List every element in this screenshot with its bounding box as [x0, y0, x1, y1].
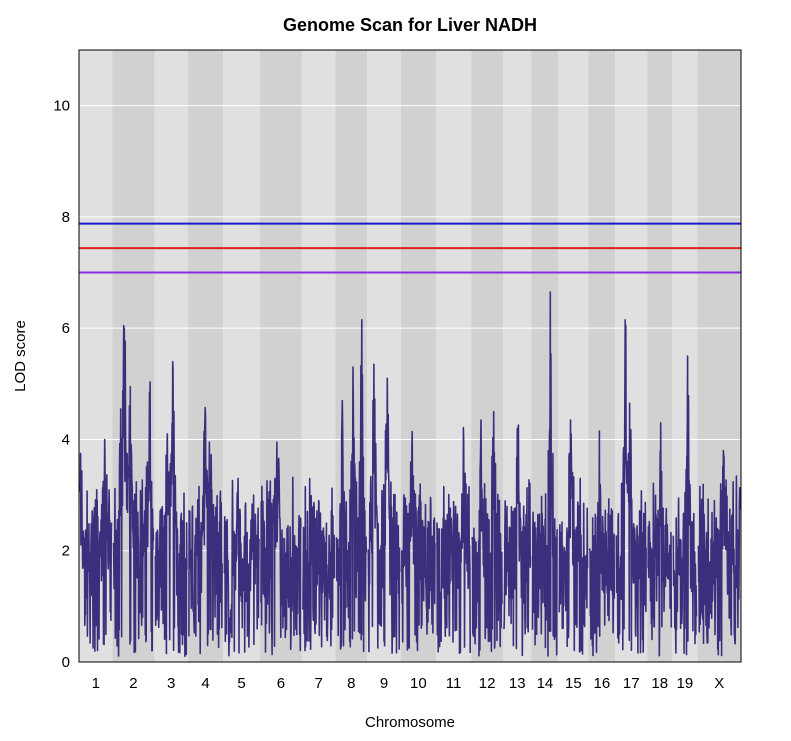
x-tick-label-3: 3 — [167, 675, 175, 692]
chart-title: Genome Scan for Liver NADH — [283, 15, 537, 35]
lod-curve-chr-4 — [188, 406, 223, 655]
x-tick-label-1: 1 — [92, 675, 100, 692]
x-tick-label-12: 12 — [479, 675, 496, 692]
x-tick-label-5: 5 — [237, 675, 245, 692]
y-tick-label: 4 — [62, 431, 70, 448]
lod-curve-chr-X — [697, 449, 741, 657]
lod-curve-chr-10 — [401, 430, 436, 652]
lod-curve-chr-7 — [302, 477, 336, 652]
x-tick-label-18: 18 — [651, 675, 668, 692]
lod-curve-chr-3 — [154, 360, 188, 658]
x-tick-label-8: 8 — [347, 675, 355, 692]
x-tick-label-7: 7 — [314, 675, 322, 692]
x-tick-label-10: 10 — [410, 675, 427, 692]
x-tick-label-16: 16 — [594, 675, 611, 692]
lod-curve-chr-6 — [260, 441, 302, 656]
y-axis-ticks: 0 2 4 6 8 10 — [53, 98, 70, 671]
lod-curve-chr-19 — [672, 355, 698, 656]
lod-curve-chr-8 — [335, 318, 368, 653]
x-tick-label-11: 11 — [446, 675, 462, 692]
x-tick-label-6: 6 — [277, 675, 285, 692]
x-tick-label-2: 2 — [129, 675, 137, 692]
x-tick-label-19: 19 — [677, 675, 694, 692]
lod-curve-group — [79, 291, 741, 658]
y-axis-label: LOD score — [12, 320, 29, 392]
threshold-lines — [79, 222, 741, 274]
y-tick-label: 8 — [62, 209, 70, 226]
lod-curve-chr-11 — [436, 426, 472, 655]
y-tick-label: 6 — [62, 320, 70, 337]
x-axis-ticks: 1 2 3 4 5 6 7 8 9 10 11 12 13 14 15 16 17 18 19 X — [92, 675, 725, 692]
lod-curve-chr-5 — [223, 477, 260, 657]
lod-curve-chr-2 — [112, 324, 155, 657]
x-tick-label-X: X — [714, 675, 724, 692]
y-tick-label: 0 — [62, 654, 70, 671]
lod-curve-chr-9 — [367, 363, 401, 654]
x-tick-label-17: 17 — [623, 675, 640, 692]
y-tick-label: 10 — [53, 98, 70, 115]
plot-frame — [78, 49, 742, 663]
lod-curve-chr-15 — [558, 419, 589, 655]
lod-curve-chr-18 — [647, 421, 673, 657]
x-tick-label-14: 14 — [537, 675, 554, 692]
x-tick-label-4: 4 — [201, 675, 209, 692]
lod-curve-chr-14 — [531, 291, 559, 657]
x-tick-label-9: 9 — [380, 675, 388, 692]
y-tick-label: 2 — [62, 543, 70, 560]
lod-curve-chr-12 — [471, 410, 503, 657]
x-axis-label: Chromosome — [365, 714, 455, 731]
lod-curve-chr-13 — [503, 424, 532, 657]
lod-curve-chr-17 — [615, 318, 647, 654]
x-tick-label-15: 15 — [565, 675, 582, 692]
x-tick-label-13: 13 — [509, 675, 526, 692]
lod-curve-chr-1 — [79, 438, 113, 652]
lod-curve-chr-16 — [588, 430, 616, 657]
